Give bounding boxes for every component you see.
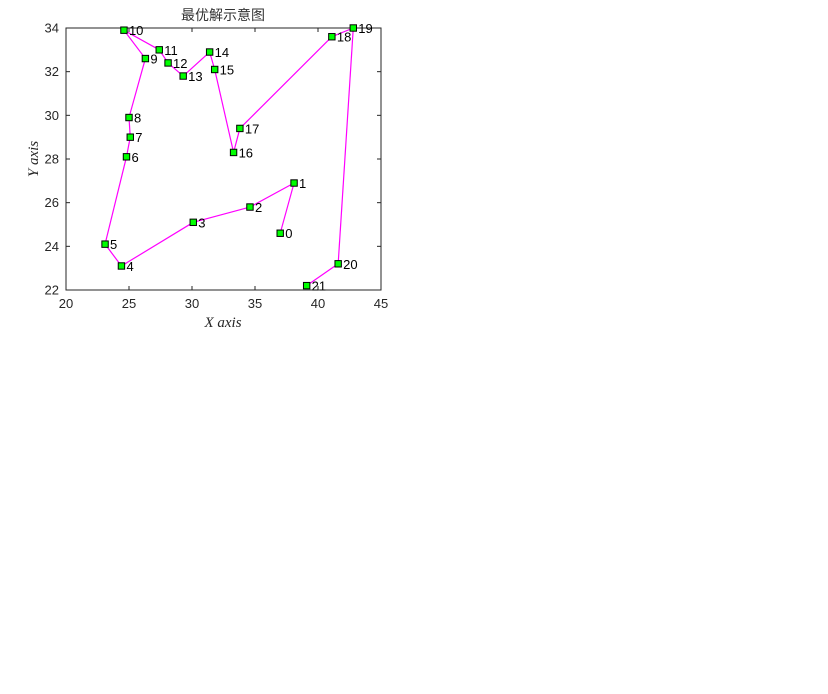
route-segment	[121, 221, 194, 267]
y-tick-label: 28	[45, 152, 59, 167]
city-marker-7	[126, 133, 134, 141]
city-marker-14	[205, 48, 214, 56]
city-label-9: 9	[150, 52, 157, 67]
route-segment	[123, 29, 160, 51]
city-label-18: 18	[337, 30, 351, 45]
y-tick-label: 34	[45, 21, 59, 36]
route-segment	[279, 182, 295, 234]
city-marker-3	[189, 218, 197, 227]
x-tick-label: 25	[122, 296, 136, 311]
city-label-0: 0	[285, 226, 292, 241]
x-tick-label: 35	[248, 296, 262, 311]
route-segment	[128, 58, 146, 118]
route-segment	[182, 51, 211, 77]
y-tick-label: 32	[45, 64, 59, 79]
city-label-6: 6	[131, 150, 138, 165]
city-label-14: 14	[215, 45, 229, 60]
city-marker-20	[334, 260, 342, 268]
city-marker-4	[117, 262, 126, 270]
city-label-10: 10	[129, 23, 143, 38]
city-label-8: 8	[134, 111, 141, 126]
city-marker-15	[210, 65, 219, 74]
x-tick-label: 30	[185, 296, 199, 311]
y-tick-label: 24	[45, 239, 59, 254]
route-segment	[239, 36, 333, 129]
plot-area	[65, 27, 382, 291]
city-label-15: 15	[220, 62, 234, 77]
city-marker-19	[349, 24, 357, 32]
city-label-16: 16	[239, 145, 253, 160]
x-tick-label: 40	[311, 296, 325, 311]
city-marker-17	[236, 124, 244, 133]
x-axis-label: X axis	[203, 315, 241, 331]
city-label-3: 3	[198, 215, 205, 230]
x-tick-label: 20	[59, 296, 73, 311]
city-label-2: 2	[255, 200, 262, 215]
city-marker-9	[141, 54, 150, 63]
city-marker-21	[302, 281, 311, 290]
city-label-21: 21	[312, 279, 326, 294]
route-segment	[214, 69, 235, 153]
city-marker-12	[164, 59, 172, 67]
city-marker-1	[290, 179, 298, 187]
city-label-5: 5	[110, 237, 117, 252]
city-label-17: 17	[245, 121, 259, 136]
y-axis-label: Y axis	[26, 141, 42, 177]
y-tick-label: 26	[45, 195, 59, 210]
city-label-7: 7	[135, 130, 142, 145]
route-segment	[337, 27, 354, 264]
y-tick-label: 30	[45, 108, 59, 123]
city-label-19: 19	[358, 21, 372, 36]
city-marker-0	[276, 229, 284, 237]
city-marker-16	[229, 148, 238, 157]
city-markers	[101, 24, 357, 290]
city-marker-11	[155, 46, 163, 54]
route-segment	[249, 182, 295, 208]
city-label-20: 20	[343, 257, 357, 272]
city-marker-6	[122, 153, 131, 161]
city-marker-13	[179, 72, 187, 80]
route-segment	[306, 263, 339, 287]
city-label-12: 12	[173, 56, 187, 71]
city-label-1: 1	[299, 176, 306, 191]
route-segment	[104, 156, 128, 245]
city-label-4: 4	[126, 259, 133, 274]
y-tick-label: 22	[45, 283, 59, 298]
city-label-11: 11	[164, 43, 178, 58]
city-marker-18	[328, 33, 336, 41]
x-tick-label: 45	[374, 296, 388, 311]
route-segment	[193, 206, 251, 223]
city-marker-8	[125, 113, 133, 122]
route-segment	[123, 29, 146, 59]
city-marker-2	[246, 203, 254, 211]
city-marker-5	[101, 240, 109, 248]
city-label-13: 13	[188, 69, 202, 84]
chart-title: 最优解示意图	[181, 7, 265, 24]
city-marker-10	[120, 26, 128, 34]
route-segment	[232, 128, 241, 153]
